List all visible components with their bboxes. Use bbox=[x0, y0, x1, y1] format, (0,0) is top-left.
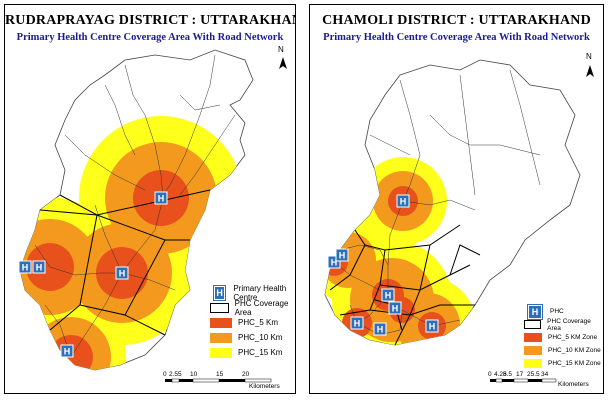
phc-markers: H H H H H bbox=[18, 191, 168, 358]
phc-letter: H bbox=[22, 263, 29, 273]
phc-icon: H bbox=[212, 284, 227, 301]
phc-letter: H bbox=[331, 258, 338, 268]
scale-tick: 0 bbox=[488, 371, 492, 378]
phc-icon: H bbox=[18, 260, 32, 274]
legend-swatch bbox=[524, 320, 542, 329]
north-arrow-icon bbox=[586, 65, 594, 77]
legend: H Primary Health Centre PHC Coverage Area… bbox=[210, 283, 295, 360]
legend-label: Primary Health Centre bbox=[233, 283, 287, 302]
scale-tick: 15 bbox=[216, 371, 224, 378]
scale-tick: 0 bbox=[163, 371, 167, 378]
legend-label: PHC_5 Km bbox=[238, 318, 279, 327]
phc-letter: H bbox=[119, 269, 126, 279]
legend-item-5km: PHC_5 KM Zone bbox=[524, 331, 603, 344]
phc-letter: H bbox=[36, 263, 43, 273]
legend-label: PHC bbox=[550, 308, 564, 315]
scale-tick: 2.5 bbox=[169, 371, 179, 378]
scale-tick: 10 bbox=[190, 371, 198, 378]
phc-icon: H bbox=[60, 344, 74, 358]
phc-letter: H bbox=[400, 197, 407, 207]
phc-icon: H bbox=[373, 322, 387, 336]
map-subtitle: Primary Health Centre Coverage Area With… bbox=[323, 32, 590, 43]
legend-item-5km: PHC_5 Km bbox=[210, 315, 295, 330]
phc-icon: H bbox=[154, 191, 168, 205]
phc-letter: H bbox=[339, 251, 346, 261]
legend-label: PHC_15 Km bbox=[238, 348, 283, 357]
legend-label: PHC_10 KM Zone bbox=[548, 347, 601, 354]
legend-item-10km: PHC_10 Km bbox=[210, 330, 295, 345]
legend-item-15km: PHC_15 Km bbox=[210, 345, 295, 360]
scale-tick: 34 bbox=[541, 371, 549, 378]
map-title: CHAMOLI DISTRICT : UTTARAKHAND bbox=[322, 13, 591, 28]
legend-item-15km: PHC_15 KM Zone bbox=[524, 357, 603, 370]
legend-swatch bbox=[210, 347, 232, 358]
map-subtitle: Primary Health Centre Coverage Area With… bbox=[16, 32, 284, 43]
scale-tick: 20 bbox=[242, 371, 250, 378]
phc-letter: H bbox=[392, 304, 399, 314]
phc-icon: H bbox=[350, 316, 364, 330]
phc-letter: H bbox=[354, 319, 361, 329]
legend-swatch bbox=[524, 359, 542, 368]
phc-letter: H bbox=[377, 325, 384, 335]
scale-unit: Kilometers bbox=[558, 381, 589, 388]
north-arrow-icon bbox=[279, 57, 287, 69]
scale-tick: 8.5 bbox=[503, 371, 513, 378]
legend: H PHC PHC Coverage Area PHC_5 KM Zone PHC… bbox=[524, 303, 603, 370]
legend-label: PHC Coverage Area bbox=[547, 317, 591, 332]
map-title: RUDRAPRAYAG DISTRICT : UTTARAKHAND bbox=[5, 13, 296, 28]
phc-letter: H bbox=[158, 194, 165, 204]
phc-icon: H bbox=[115, 266, 129, 280]
rudraprayag-map-panel: RUDRAPRAYAG DISTRICT : UTTARAKHAND Prima… bbox=[4, 4, 296, 394]
legend-item-coverage: PHC Coverage Area bbox=[524, 317, 603, 332]
legend-swatch bbox=[210, 317, 232, 328]
rudraprayag-map: H H H H H bbox=[18, 49, 287, 383]
phc-letter: H bbox=[64, 347, 71, 357]
legend-swatch bbox=[524, 333, 542, 342]
chamoli-map-panel: CHAMOLI DISTRICT : UTTARAKHAND Primary H… bbox=[309, 4, 604, 394]
phc-icon: H bbox=[396, 194, 410, 208]
legend-label: PHC_15 KM Zone bbox=[548, 360, 601, 367]
scale-tick: 5 bbox=[178, 371, 182, 378]
legend-item-coverage: PHC Coverage Area bbox=[210, 298, 295, 317]
phc-icon: H bbox=[32, 260, 46, 274]
scale-bar bbox=[490, 378, 557, 383]
scale-tick: 4.25 bbox=[494, 371, 507, 378]
legend-label: PHC_5 KM Zone bbox=[548, 334, 598, 341]
legend-item-10km: PHC_10 KM Zone bbox=[524, 344, 603, 357]
phc-markers: H H H H H H H H bbox=[327, 194, 439, 336]
legend-item-phc: H PHC bbox=[524, 303, 603, 320]
phc-coverage-areas bbox=[329, 224, 481, 346]
legend-item-phc: H Primary Health Centre bbox=[210, 283, 295, 302]
phc-icon: H bbox=[425, 319, 439, 333]
scale-tick: 25.5 bbox=[527, 371, 540, 378]
legend-swatch bbox=[210, 302, 229, 313]
scale-unit: Kilometers bbox=[249, 383, 280, 390]
north-label: N bbox=[586, 52, 592, 61]
north-label: N bbox=[278, 45, 284, 54]
scale-bar bbox=[165, 378, 272, 383]
legend-swatch bbox=[524, 346, 542, 355]
phc-icon: H bbox=[335, 248, 349, 262]
phc-letter: H bbox=[429, 322, 436, 332]
phc-coverage-areas bbox=[39, 189, 211, 336]
phc-icon: H bbox=[527, 303, 543, 320]
phc-letter: H bbox=[385, 291, 392, 301]
phc-icon: H bbox=[381, 288, 395, 302]
phc-icon: H bbox=[388, 301, 402, 315]
legend-label: PHC_10 Km bbox=[238, 333, 283, 342]
scale-tick: 17 bbox=[516, 371, 524, 378]
legend-label: PHC Coverage Area bbox=[234, 298, 289, 317]
legend-swatch bbox=[210, 332, 232, 343]
chamoli-map: H H H H H H H H bbox=[324, 59, 594, 383]
